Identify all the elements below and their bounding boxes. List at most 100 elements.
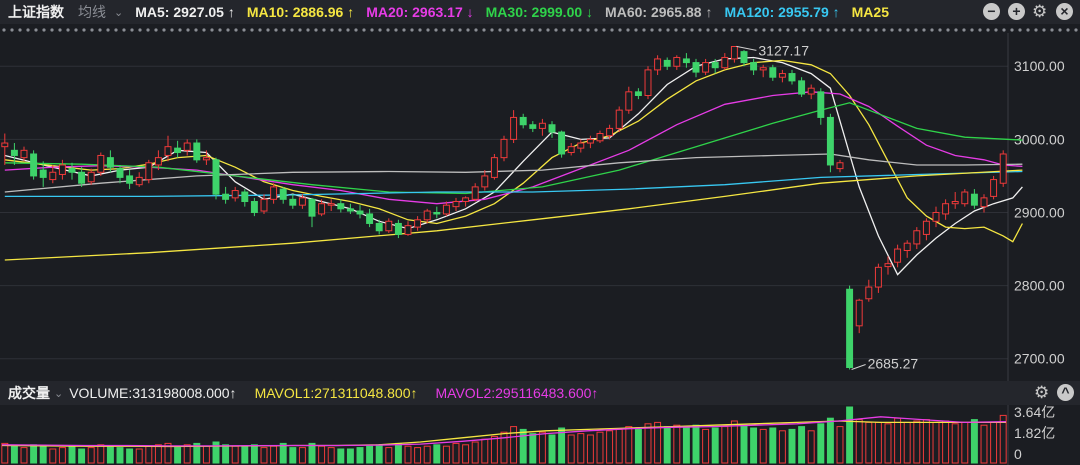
separator-dot bbox=[258, 28, 262, 32]
volume-bar bbox=[529, 433, 537, 464]
ma-line-ma60 bbox=[4, 153, 1023, 193]
volume-bar bbox=[942, 420, 950, 464]
high-arrow bbox=[736, 45, 757, 51]
candle-body bbox=[404, 225, 412, 235]
separator-dot bbox=[26, 28, 30, 32]
volume-chart[interactable]: 3.64亿 1.82亿 0 bbox=[0, 405, 1080, 465]
separator-dot bbox=[722, 28, 726, 32]
volume-bar bbox=[231, 445, 239, 464]
ma-indicator-bar: 上证指数 均线 ⌄ MA5: 2927.05 ↑ MA10: 2886.96 ↑… bbox=[0, 0, 1080, 24]
separator-dot bbox=[170, 28, 174, 32]
candle-body bbox=[759, 67, 767, 71]
candle-body bbox=[874, 266, 882, 288]
separator-dot bbox=[498, 28, 502, 32]
separator-dot bbox=[890, 28, 894, 32]
candle-body bbox=[942, 203, 950, 215]
volume-bar bbox=[999, 414, 1007, 464]
separator-dot bbox=[954, 28, 958, 32]
separator-dot bbox=[746, 28, 750, 32]
ma-line-ma10 bbox=[4, 59, 1023, 243]
volume-bar bbox=[903, 421, 911, 464]
separator-dot bbox=[98, 28, 102, 32]
candle-body bbox=[183, 142, 191, 151]
volume-bar bbox=[49, 448, 57, 464]
separator-dot bbox=[802, 28, 806, 32]
separator-dot bbox=[914, 28, 918, 32]
candle-body bbox=[836, 162, 844, 170]
separator-dot bbox=[810, 28, 814, 32]
separator-dot bbox=[1034, 28, 1038, 32]
index-title[interactable]: 上证指数 bbox=[8, 4, 64, 20]
volume-bar bbox=[596, 431, 604, 464]
volume-bar bbox=[164, 442, 172, 464]
volume-bar bbox=[548, 434, 556, 464]
separator-dot bbox=[66, 28, 70, 32]
chevron-down-icon[interactable]: ⌄ bbox=[54, 387, 64, 400]
volume-bar bbox=[730, 420, 738, 464]
volume-bar bbox=[462, 444, 470, 464]
chevron-down-icon[interactable]: ⌄ bbox=[114, 6, 124, 19]
moving-average-lines bbox=[4, 56, 1023, 276]
volume-bar bbox=[778, 430, 786, 464]
separator-dot bbox=[314, 28, 318, 32]
price-tick-label: 3100.00 bbox=[1014, 58, 1065, 74]
candle-body bbox=[548, 124, 556, 133]
separator-dot bbox=[50, 28, 54, 32]
separator-dot bbox=[778, 28, 782, 32]
volume-expand-icon[interactable]: ^ bbox=[1057, 384, 1074, 401]
price-tick-label: 3000.00 bbox=[1014, 131, 1065, 147]
separator-dot bbox=[434, 28, 438, 32]
separator-dot bbox=[450, 28, 454, 32]
volume-bar bbox=[874, 421, 882, 464]
separator-dot bbox=[218, 28, 222, 32]
mavol2-line bbox=[1, 416, 1007, 447]
candle-body bbox=[462, 197, 470, 203]
separator-dot bbox=[666, 28, 670, 32]
candle-body bbox=[615, 109, 623, 129]
candle-body bbox=[922, 220, 930, 235]
candle-body bbox=[87, 171, 95, 183]
high-label: 3127.17 bbox=[758, 42, 809, 58]
minimize-icon[interactable]: − bbox=[983, 3, 1000, 20]
volume-bar bbox=[807, 430, 815, 464]
volume-bar bbox=[711, 427, 719, 464]
separator-dot bbox=[146, 28, 150, 32]
volume-title[interactable]: 成交量 bbox=[8, 385, 50, 401]
volume-bar bbox=[567, 434, 575, 464]
volume-bar bbox=[577, 433, 585, 464]
separator-dot bbox=[242, 28, 246, 32]
separator-dot bbox=[482, 28, 486, 32]
candle-body bbox=[932, 211, 940, 222]
candlestick-chart[interactable]: 3100.00 3000.00 2900.00 2800.00 2700.00 3127… bbox=[0, 33, 1080, 381]
volume-bar bbox=[452, 442, 460, 464]
volume-bar bbox=[884, 423, 892, 464]
close-icon[interactable]: × bbox=[1056, 3, 1073, 20]
candle-body bbox=[346, 208, 354, 212]
high-low-annotations: 3127.17 2685.27 bbox=[736, 42, 918, 371]
separator-dot bbox=[906, 28, 910, 32]
volume-bar bbox=[654, 421, 662, 464]
separator-dot bbox=[58, 28, 62, 32]
volume-bar bbox=[1, 442, 9, 464]
ma-line-ma5 bbox=[4, 56, 1023, 276]
volume-bar bbox=[87, 447, 95, 464]
expand-icon[interactable]: + bbox=[1008, 3, 1025, 20]
price-gridlines bbox=[0, 65, 1008, 360]
gear-icon[interactable]: ⚙ bbox=[1032, 2, 1048, 21]
volume-bar bbox=[174, 445, 182, 464]
separator-dot bbox=[626, 28, 630, 32]
volume-bar bbox=[279, 442, 287, 464]
separator-dot bbox=[794, 28, 798, 32]
indicator-selector[interactable]: 均线 bbox=[78, 4, 106, 20]
separator-dot bbox=[1002, 28, 1006, 32]
separator-dot bbox=[458, 28, 462, 32]
candle-body bbox=[481, 175, 489, 188]
separator-dot bbox=[762, 28, 766, 32]
separator-dot bbox=[42, 28, 46, 32]
candle-body bbox=[394, 222, 402, 235]
gear-icon[interactable]: ⚙ bbox=[1034, 383, 1050, 402]
candle-body bbox=[663, 59, 671, 67]
volume-bar bbox=[625, 426, 633, 464]
candle-body bbox=[164, 146, 172, 156]
candle-body bbox=[846, 288, 854, 368]
